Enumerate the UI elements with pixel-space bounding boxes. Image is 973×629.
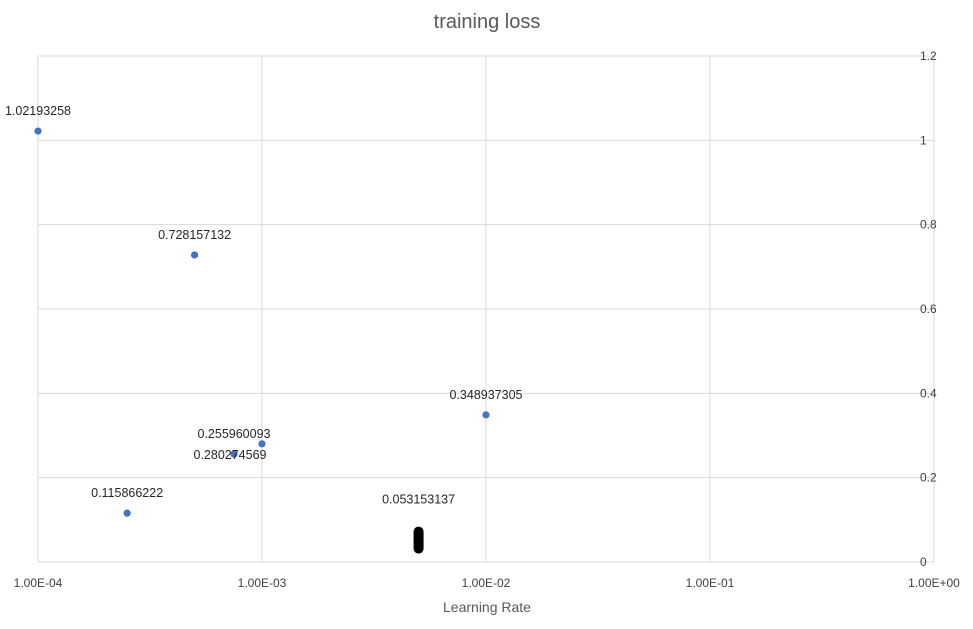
- data-point: [34, 127, 42, 135]
- data-point: [190, 251, 199, 259]
- y-tick-label: 0.2: [920, 471, 937, 485]
- data-points: [34, 127, 490, 554]
- data-label: 0.728157132: [158, 228, 231, 242]
- data-label: 0.115866222: [91, 486, 163, 500]
- y-tick-label: 0.8: [920, 218, 937, 232]
- data-label: 0.348937305: [450, 388, 523, 402]
- data-label: 0.053153137: [382, 493, 455, 507]
- x-tick-label: 1.00E-01: [686, 576, 735, 590]
- tick-labels: 0 0.2 0.4 0.6 0.8 1 1.2 1.00E-04 1.00E-03 1.00E-0…: [14, 49, 961, 590]
- chart-title: training loss: [434, 11, 541, 33]
- highlighted-data-point: [413, 526, 424, 554]
- y-tick-label: 0.4: [920, 386, 937, 400]
- data-labels: 1.02193258 0.728157132 0.115866222 0.255960…: [5, 104, 523, 507]
- data-point: [123, 509, 131, 517]
- data-point: [258, 440, 266, 448]
- y-tick-label: 1: [920, 133, 927, 147]
- x-tick-label: 1.00E-04: [14, 576, 63, 590]
- data-point: [230, 450, 238, 458]
- data-point: [482, 411, 490, 419]
- x-axis-title: Learning Rate: [443, 599, 531, 615]
- gridlines: [37, 55, 935, 563]
- y-tick-label: 0: [920, 555, 927, 569]
- x-tick-label: 1.00E+00: [908, 576, 960, 590]
- data-label: 0.255960093: [198, 427, 271, 441]
- x-tick-label: 1.00E-02: [462, 576, 511, 590]
- data-label: 0.280274569: [194, 448, 267, 462]
- y-tick-label: 1.2: [920, 49, 937, 63]
- y-tick-label: 0.6: [920, 302, 937, 316]
- x-tick-label: 1.00E-03: [238, 576, 287, 590]
- data-label: 1.02193258: [5, 104, 71, 118]
